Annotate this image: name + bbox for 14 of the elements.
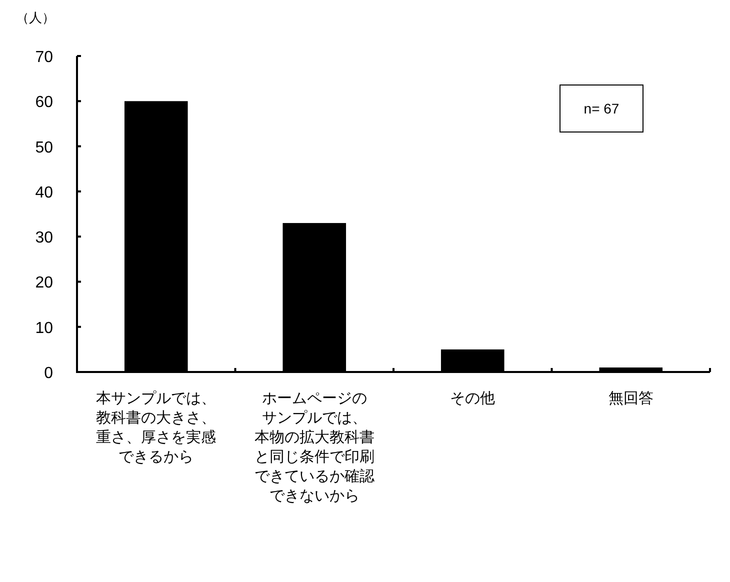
annotation: n= 67 [584,100,620,116]
x-tick-label: ホームページのサンプルでは、本物の拡大教科書と同じ条件で印刷できているか確認できないから [254,390,374,504]
x-tick-label: 無回答 [608,390,654,407]
y-tick-label: 30 [35,230,54,247]
y-tick-label: 50 [35,139,54,156]
x-tick-label: 本サンプルでは、教科書の大きさ、重さ、厚さを実感できるから [96,390,216,466]
x-tick-label: その他 [450,390,496,407]
y-tick-label: 70 [35,49,54,66]
y-axis-title: （人） [16,10,55,25]
y-tick-label: 60 [35,94,54,112]
y-tick-label: 40 [35,184,54,202]
y-tick-label: 10 [35,320,54,337]
y-tick-label: 20 [35,274,54,292]
y-tick-label: 0 [44,365,54,382]
